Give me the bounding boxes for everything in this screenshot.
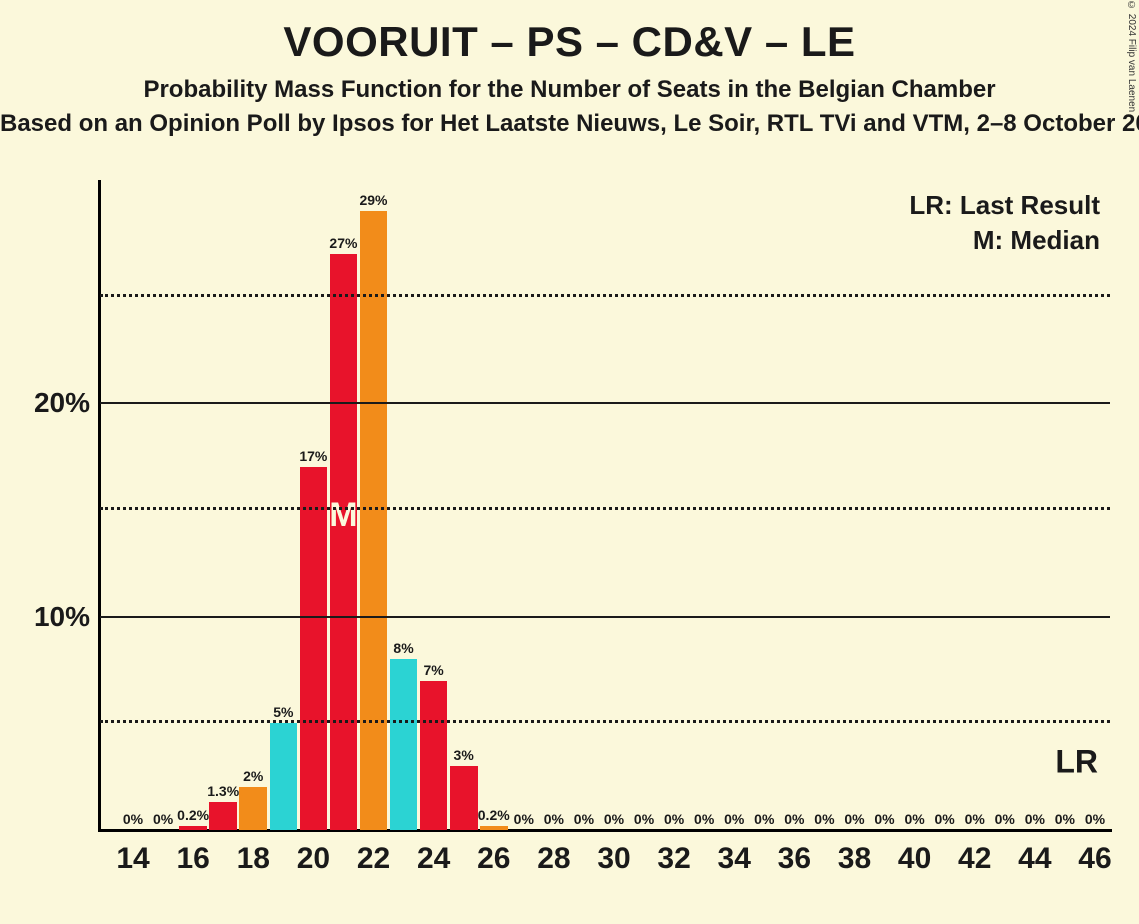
bar-value-label: 2%: [243, 768, 263, 784]
bar-value-label: 7%: [423, 662, 443, 678]
bar-value-label: 0%: [904, 811, 924, 827]
title-subtitle: Probability Mass Function for the Number…: [0, 76, 1139, 104]
last-result-marker: LR: [1055, 743, 1098, 780]
median-marker: M: [329, 496, 357, 535]
x-axis-label: 40: [898, 842, 931, 876]
gridline-solid: [100, 402, 1110, 404]
bar-value-label: 0%: [544, 811, 564, 827]
x-axis-label: 32: [657, 842, 690, 876]
bar: 3%: [450, 766, 478, 830]
bar-value-label: 0%: [935, 811, 955, 827]
x-axis-label: 20: [297, 842, 330, 876]
bar: 2%: [239, 787, 267, 830]
bar-value-label: 0%: [874, 811, 894, 827]
gridline-dotted: [100, 720, 1110, 723]
gridline-solid: [100, 616, 1110, 618]
x-axis-label: 46: [1078, 842, 1111, 876]
bar-value-label: 0%: [784, 811, 804, 827]
bar: 7%: [420, 681, 448, 830]
x-axis-label: 30: [597, 842, 630, 876]
bar: 5%: [270, 723, 298, 830]
bar-value-label: 0%: [574, 811, 594, 827]
bar-value-label: 0%: [123, 811, 143, 827]
bar-value-label: 0%: [664, 811, 684, 827]
bar-value-label: 0%: [995, 811, 1015, 827]
bar: 1.3%: [209, 802, 237, 830]
x-axis-label: 14: [116, 842, 149, 876]
x-axis-label: 18: [237, 842, 270, 876]
bar-value-label: 29%: [359, 192, 387, 208]
bar-value-label: 0%: [724, 811, 744, 827]
bar-value-label: 0%: [754, 811, 774, 827]
bar-value-label: 0%: [604, 811, 624, 827]
bar-value-label: 3%: [454, 747, 474, 763]
x-axis-label: 24: [417, 842, 450, 876]
bar-value-label: 0%: [153, 811, 173, 827]
chart-plot-area: LR: Last Result M: Median 0%0%0.2%1.3%2%…: [100, 190, 1110, 830]
bar-value-label: 0%: [1085, 811, 1105, 827]
x-axis-label: 22: [357, 842, 390, 876]
gridline-dotted: [100, 294, 1110, 297]
bar: 0.2%: [480, 826, 508, 830]
gridline-dotted: [100, 507, 1110, 510]
bar-value-label: 0%: [844, 811, 864, 827]
bar: 27%M: [330, 254, 358, 830]
x-axis-label: 36: [778, 842, 811, 876]
bar-value-label: 5%: [273, 704, 293, 720]
y-axis-label: 20%: [34, 387, 90, 419]
x-axis-label: 42: [958, 842, 991, 876]
bar: 0.2%: [179, 826, 207, 830]
x-axis-label: 26: [477, 842, 510, 876]
x-axis-label: 34: [718, 842, 751, 876]
x-axis-label: 28: [537, 842, 570, 876]
bar-value-label: 17%: [299, 448, 327, 464]
bar: 29%: [360, 211, 388, 830]
bar-value-label: 0.2%: [177, 807, 209, 823]
bar-value-label: 8%: [393, 640, 413, 656]
bars-container: 0%0%0.2%1.3%2%5%17%27%M29%8%7%3%0.2%0%0%…: [100, 190, 1110, 830]
bar-value-label: 0.2%: [478, 807, 510, 823]
bar-value-label: 0%: [1025, 811, 1045, 827]
chart-titles: VOORUIT – PS – CD&V – LE Probability Mas…: [0, 0, 1139, 138]
bar-value-label: 1.3%: [207, 783, 239, 799]
x-axis-label: 16: [176, 842, 209, 876]
x-axis-label: 44: [1018, 842, 1051, 876]
bar-value-label: 0%: [1055, 811, 1075, 827]
bar-value-label: 0%: [514, 811, 534, 827]
bar-value-label: 0%: [634, 811, 654, 827]
bar-value-label: 0%: [814, 811, 834, 827]
title-main: VOORUIT – PS – CD&V – LE: [0, 18, 1139, 66]
bar-value-label: 0%: [965, 811, 985, 827]
bar: 17%: [300, 467, 328, 830]
y-axis-label: 10%: [34, 601, 90, 633]
x-axis-label: 38: [838, 842, 871, 876]
title-source: Based on an Opinion Poll by Ipsos for He…: [0, 110, 1139, 138]
bar-value-label: 0%: [694, 811, 714, 827]
bar: 8%: [390, 659, 418, 830]
copyright-text: © 2024 Filip van Laenen: [1126, 0, 1137, 112]
bar-value-label: 27%: [329, 235, 357, 251]
